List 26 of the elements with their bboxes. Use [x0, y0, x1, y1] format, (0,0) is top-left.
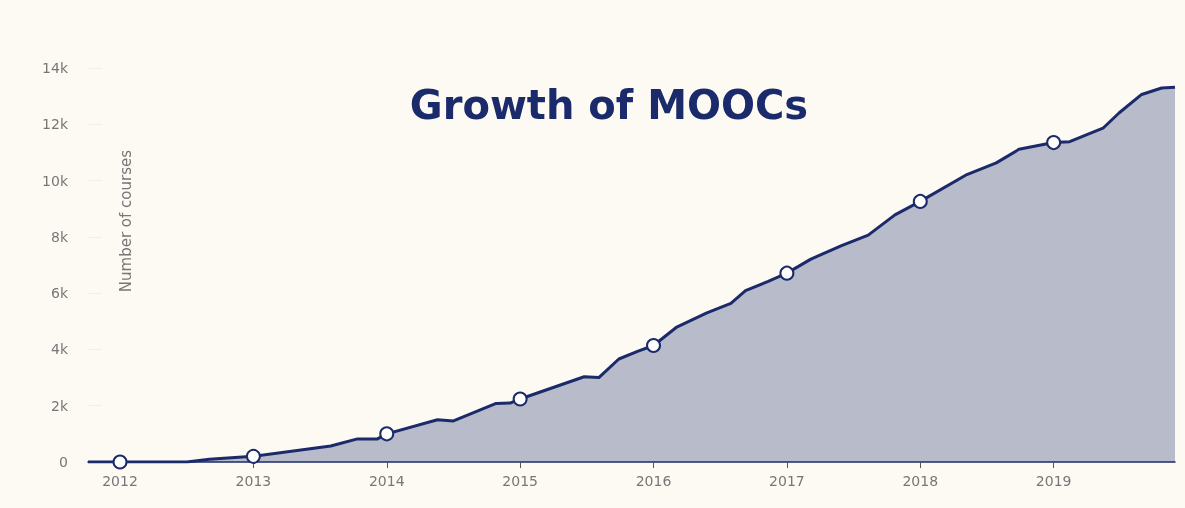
point: [112, 454, 128, 470]
y-tick-label: 14k: [42, 60, 69, 76]
y-tick-label: 10k: [42, 172, 69, 189]
point: [245, 448, 261, 464]
y-tick-label: 6k: [50, 285, 69, 302]
x-tick-label: 2014: [368, 473, 405, 489]
y-tick-label: 0: [59, 454, 68, 470]
x-tick-label: 2018: [902, 473, 939, 489]
x-tick-label: 2015: [502, 473, 538, 489]
x-tick-label: 2016: [635, 473, 672, 489]
point: [912, 193, 928, 209]
x-tick-label: 2012: [102, 473, 138, 489]
y-tick-label: 12k: [42, 116, 69, 133]
y-tick-label: 4k: [50, 341, 69, 358]
x-tick-label: 2019: [1035, 473, 1072, 489]
x-tick-label: 2013: [235, 473, 272, 489]
point: [646, 337, 662, 353]
y-axis-title: Number of courses: [116, 149, 135, 293]
x-tick-label: 2017: [769, 473, 805, 489]
point: [379, 426, 395, 442]
chart-title: Growth of MOOCs: [409, 82, 809, 128]
point: [512, 391, 528, 407]
y-tick-label: 2k: [50, 397, 69, 414]
point: [779, 265, 795, 281]
point: [1046, 135, 1062, 151]
y-tick-label: 8k: [50, 228, 69, 245]
